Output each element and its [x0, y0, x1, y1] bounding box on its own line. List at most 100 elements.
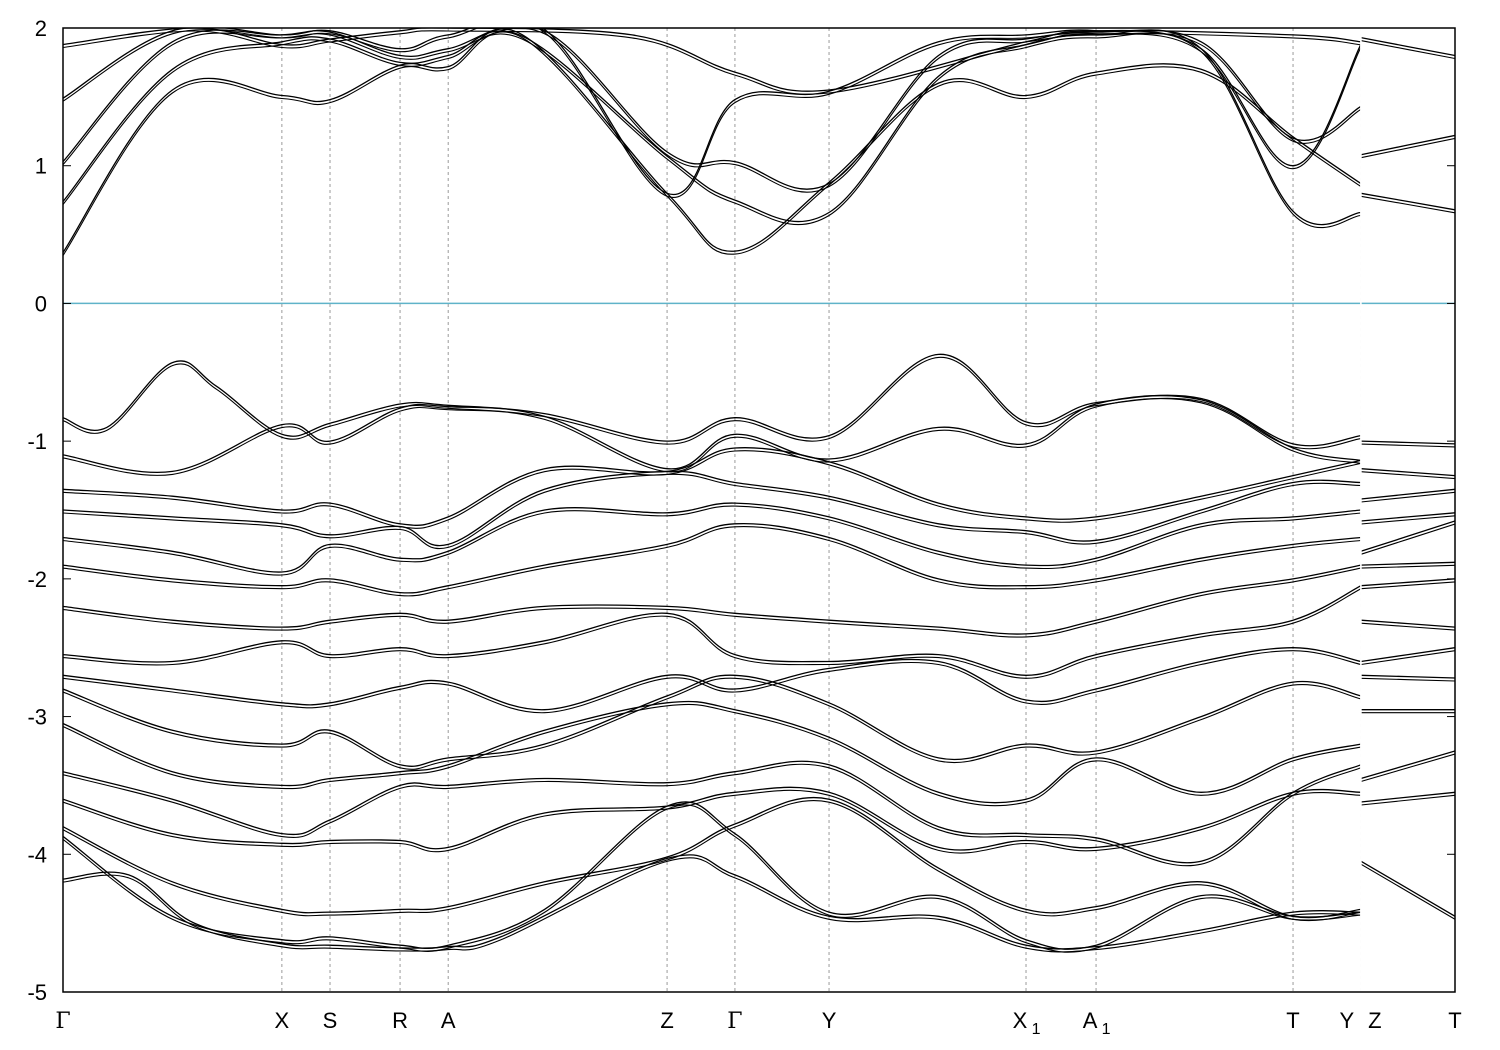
band-line	[1360, 674, 1455, 679]
band-line	[63, 700, 1362, 804]
band-line	[1360, 512, 1455, 522]
band-line	[63, 789, 1361, 854]
band-line	[63, 29, 1361, 226]
x-kpoint-label: X	[1013, 1008, 1028, 1033]
band-line	[63, 703, 1362, 807]
y-tick-label: -1	[27, 429, 47, 454]
band-line	[63, 677, 1362, 770]
band-line	[1360, 468, 1455, 477]
band-line	[63, 447, 1362, 526]
y-tick-label: 0	[35, 291, 47, 316]
x-kpoint-label: Z	[660, 1008, 673, 1033]
band-line	[63, 31, 1362, 256]
y-axis-ticks: -5 -4 -3 -2 -1 0 1 2	[27, 16, 1455, 1005]
band-line	[63, 28, 1362, 199]
band-line	[63, 28, 1362, 193]
band-line	[1360, 36, 1455, 57]
band-line	[63, 28, 1361, 92]
x-kpoint-label: A	[441, 1008, 456, 1033]
band-line	[1360, 650, 1455, 666]
x-kpoint-label: T	[1286, 1008, 1299, 1033]
y-tick-label: 2	[35, 16, 47, 41]
band-line	[63, 857, 1361, 953]
band-line	[63, 854, 1361, 950]
band-line	[1360, 471, 1455, 480]
band-line	[1360, 863, 1455, 920]
band-line	[1360, 619, 1455, 628]
band-line	[1360, 488, 1455, 500]
band-line	[63, 473, 1361, 550]
band-line	[63, 800, 1361, 922]
band-line	[63, 804, 1361, 953]
band-line	[1360, 753, 1455, 783]
band-line	[63, 394, 1362, 473]
band-line	[1360, 515, 1455, 525]
x-kpoint-label: Z	[1368, 1008, 1381, 1033]
band-line	[63, 796, 1361, 919]
band-line	[63, 647, 1362, 711]
band-line	[1360, 440, 1455, 445]
band-line	[1360, 520, 1455, 552]
band-line	[63, 588, 1362, 679]
band-line	[1360, 137, 1455, 159]
band-line	[1360, 750, 1455, 780]
x-kpoint-label: A	[1083, 1008, 1098, 1033]
band-line	[63, 28, 1362, 253]
band-line	[63, 450, 1362, 529]
x-kpoint-label: Y	[1340, 1008, 1355, 1033]
y-tick-label: -3	[27, 705, 47, 730]
band-line	[1360, 677, 1455, 682]
band-line	[63, 567, 1362, 638]
band-line	[1360, 564, 1455, 569]
band-line	[1360, 195, 1455, 214]
band-line	[1360, 578, 1455, 587]
band-line	[1360, 794, 1455, 806]
band-line	[63, 801, 1361, 950]
plot-frame	[62, 27, 1456, 993]
band-line	[1360, 523, 1455, 555]
x-kpoint-label: T	[1448, 1008, 1461, 1033]
band-line	[63, 505, 1361, 576]
band-line	[63, 470, 1361, 547]
path-break-gap	[1360, 28, 1362, 992]
band-line	[63, 502, 1361, 573]
x-kpoint-subscript: 1	[1102, 1021, 1111, 1038]
band-line	[63, 526, 1361, 597]
x-kpoint-label: R	[392, 1008, 408, 1033]
band-line	[1360, 40, 1455, 60]
x-kpoint-subscript: 1	[1032, 1021, 1041, 1038]
x-kpoint-label: Y	[822, 1008, 837, 1033]
band-line	[63, 30, 1361, 95]
band-line	[1360, 791, 1455, 803]
band-line	[63, 674, 1362, 767]
y-tick-label: 1	[35, 154, 47, 179]
band-line	[63, 28, 1362, 196]
band-line	[63, 650, 1362, 714]
x-kpoint-label: Γ	[55, 1009, 70, 1034]
band-lines	[63, 28, 1455, 992]
band-line	[63, 763, 1362, 867]
band-line	[1360, 561, 1455, 566]
y-tick-label: -2	[27, 567, 47, 592]
x-kpoint-label: X	[275, 1008, 290, 1033]
band-line	[63, 760, 1362, 864]
band-line	[63, 356, 1361, 450]
y-tick-label: -4	[27, 842, 47, 867]
band-line	[63, 585, 1362, 676]
band-line	[63, 32, 1361, 229]
band-line	[1360, 491, 1455, 503]
band-line	[1360, 622, 1455, 631]
band-line	[1360, 860, 1455, 917]
x-kpoint-label: S	[323, 1008, 338, 1033]
band-line	[63, 564, 1362, 635]
band-line	[1360, 443, 1455, 448]
band-line	[1360, 647, 1455, 663]
x-kpoint-label: Γ	[727, 1009, 742, 1034]
band-line	[63, 398, 1361, 476]
band-line	[63, 353, 1361, 447]
band-line	[1360, 134, 1455, 156]
band-line	[1360, 581, 1455, 590]
band-line	[63, 522, 1361, 594]
